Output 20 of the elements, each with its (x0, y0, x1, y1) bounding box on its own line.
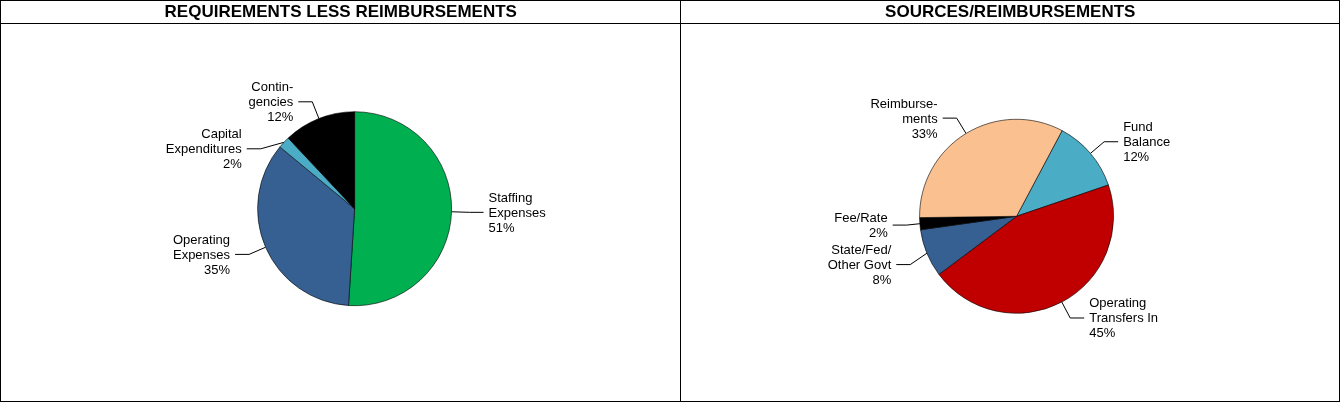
slice-label: Contin- gencies (248, 79, 294, 110)
data-label: 35% (204, 261, 231, 277)
data-label: 45% (1089, 325, 1117, 341)
data-label: 51% (488, 219, 515, 235)
data-label: 2% (869, 225, 889, 241)
slice-label: Operating Transfers In (1089, 295, 1159, 326)
slice-label: Fund Balance (1123, 119, 1171, 150)
slice-label: Reimburse- ments (870, 95, 939, 126)
data-label: 8% (872, 272, 893, 288)
chart-title: REQUIREMENTS LESS REIMBURSEMENTS (1, 1, 681, 24)
data-label: 12% (267, 109, 294, 125)
slice-label: Operating Expenses (172, 231, 231, 262)
slice-label: Staffing Expenses (488, 189, 547, 220)
slice-label: Fee/Rate (834, 210, 889, 226)
chart-title: SOURCES/REIMBURSEMENTS (681, 1, 1339, 24)
data-label: 2% (222, 156, 243, 172)
slice-label: State/Fed/ Other Govt (828, 242, 893, 273)
slice-label: Capital Expenditures (165, 126, 243, 157)
data-label: 12% (1123, 149, 1151, 165)
data-label: 33% (912, 125, 939, 141)
